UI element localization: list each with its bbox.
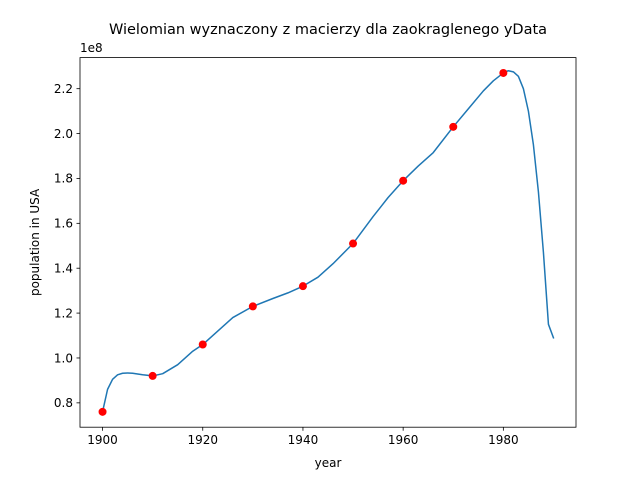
y-tick-label: 1.2 xyxy=(54,306,73,320)
data-point-1920 xyxy=(198,340,207,349)
x-tick-label: 1920 xyxy=(187,433,218,447)
data-point-1940 xyxy=(298,282,307,291)
x-tick-label: 1900 xyxy=(87,433,118,447)
y-tick-label: 1.0 xyxy=(54,351,73,365)
data-point-1970 xyxy=(449,122,458,131)
fitted-polynomial-line xyxy=(101,69,555,413)
chart-title: Wielomian wyznaczony z macierzy dla zaok… xyxy=(109,22,547,38)
y-tick-label: 1.6 xyxy=(54,217,73,231)
y-tick-label: 1.4 xyxy=(54,262,73,276)
data-point-1960 xyxy=(399,176,408,185)
plot-frame xyxy=(79,57,577,428)
y-tick-label: 2.0 xyxy=(54,127,73,141)
x-axis-label: year xyxy=(315,456,342,470)
plot-area xyxy=(80,57,576,428)
axes-layer: 1900 1920 1940 1960 1980 0.8 1.0 1.2 1.4 1.6 1.8 2.… xyxy=(54,82,519,447)
x-tick-label: 1980 xyxy=(488,433,519,447)
data-point-1980 xyxy=(499,68,508,77)
y-tick-label: 2.2 xyxy=(54,82,73,96)
y-offset-label: 1e8 xyxy=(80,41,103,55)
x-tick-label: 1940 xyxy=(288,433,319,447)
x-tick-label: 1960 xyxy=(388,433,419,447)
data-point-1950 xyxy=(349,239,358,248)
y-axis-label: population in USA xyxy=(28,188,42,296)
data-point-1900 xyxy=(98,407,107,416)
y-tick-label: 1.8 xyxy=(54,172,73,186)
y-tick-label: 0.8 xyxy=(54,396,73,410)
data-layer xyxy=(98,68,555,416)
data-point-1910 xyxy=(148,371,157,380)
data-point-1930 xyxy=(248,302,257,311)
